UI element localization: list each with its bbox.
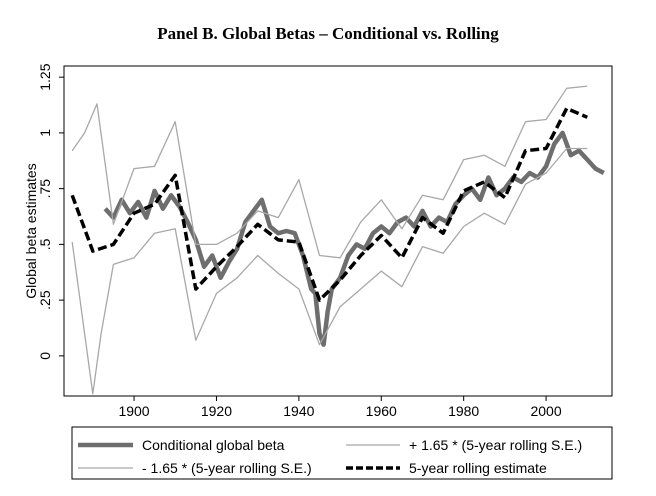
series-line-2	[71, 147, 588, 395]
legend-label-2: - 1.65 * (5-year rolling S.E.)	[142, 460, 312, 476]
y-tick-label: 1.25	[37, 63, 53, 90]
x-tick-label: 1900	[118, 403, 149, 419]
y-axis-label: Global beta estimates	[23, 163, 39, 298]
series-line-0	[103, 130, 605, 347]
x-tick-label: 2000	[530, 403, 561, 419]
plot-frame	[63, 65, 613, 397]
x-tick-label: 1940	[283, 403, 314, 419]
y-tick-label: 1	[37, 129, 53, 137]
y-tick-label: .25	[37, 290, 53, 310]
series-line-3	[70, 106, 588, 302]
chart-title: Panel B. Global Betas – Conditional vs. …	[157, 24, 499, 43]
series-line-1	[71, 85, 588, 259]
legend-label-1: + 1.65 * (5-year rolling S.E.)	[409, 437, 582, 453]
legend-box	[71, 426, 613, 480]
y-tick-label: .5	[37, 238, 53, 250]
legend-label-0: Conditional global beta	[142, 437, 285, 453]
x-tick-label: 1920	[201, 403, 232, 419]
x-tick-label: 1980	[448, 403, 479, 419]
y-tick-label: 0	[37, 352, 53, 360]
legend-label-3: 5-year rolling estimate	[409, 460, 547, 476]
x-tick-label: 1960	[366, 403, 397, 419]
y-tick-label: .75	[37, 179, 53, 199]
